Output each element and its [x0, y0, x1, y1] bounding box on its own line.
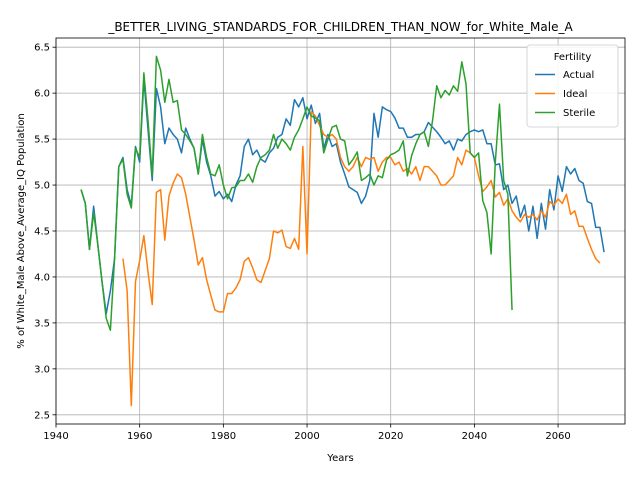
series-lines — [80, 55, 605, 407]
series-line-ideal — [122, 110, 601, 407]
chart-title: _BETTER_LIVING_STANDARDS_FOR_CHILDREN_TH… — [107, 20, 573, 34]
y-tick-label: 3.0 — [34, 364, 50, 375]
x-tick-label: 2000 — [294, 431, 319, 442]
legend-label-ideal: Ideal — [563, 89, 587, 100]
y-tick-label: 4.5 — [34, 227, 50, 238]
series-line-sterile — [80, 55, 513, 332]
y-axis-label: % of White_Male Above_Average_IQ Populat… — [16, 113, 27, 348]
x-tick-label: 2060 — [545, 431, 570, 442]
y-tick-label: 5.5 — [34, 135, 50, 146]
y-tick-label: 5.0 — [34, 181, 50, 192]
y-tick-label: 2.5 — [34, 410, 50, 421]
x-tick-label: 2020 — [378, 431, 403, 442]
x-axis-ticks: 1940 1960 1980 2000 2020 2040 2060 — [43, 424, 571, 442]
legend-box — [526, 44, 619, 128]
x-tick-label: 1940 — [43, 431, 68, 442]
legend-items: Actual Ideal Sterile — [535, 70, 595, 119]
legend: Fertility Actual Ideal Sterile — [526, 44, 619, 128]
x-tick-label: 1960 — [127, 431, 152, 442]
legend-title: Fertility — [554, 52, 592, 63]
y-tick-label: 6.5 — [34, 43, 50, 54]
y-tick-label: 4.0 — [34, 272, 50, 283]
y-tick-label: 6.0 — [34, 89, 50, 100]
y-axis-ticks: 2.5 3.0 3.5 4.0 4.5 5.0 5.5 6.0 6.5 — [34, 43, 56, 421]
legend-label-sterile: Sterile — [563, 108, 595, 119]
x-tick-label: 2040 — [462, 431, 487, 442]
legend-label-actual: Actual — [563, 70, 594, 81]
y-tick-label: 3.5 — [34, 318, 50, 329]
x-axis-label: Years — [326, 453, 353, 464]
series-line-actual — [80, 78, 605, 315]
x-tick-label: 1980 — [211, 431, 236, 442]
